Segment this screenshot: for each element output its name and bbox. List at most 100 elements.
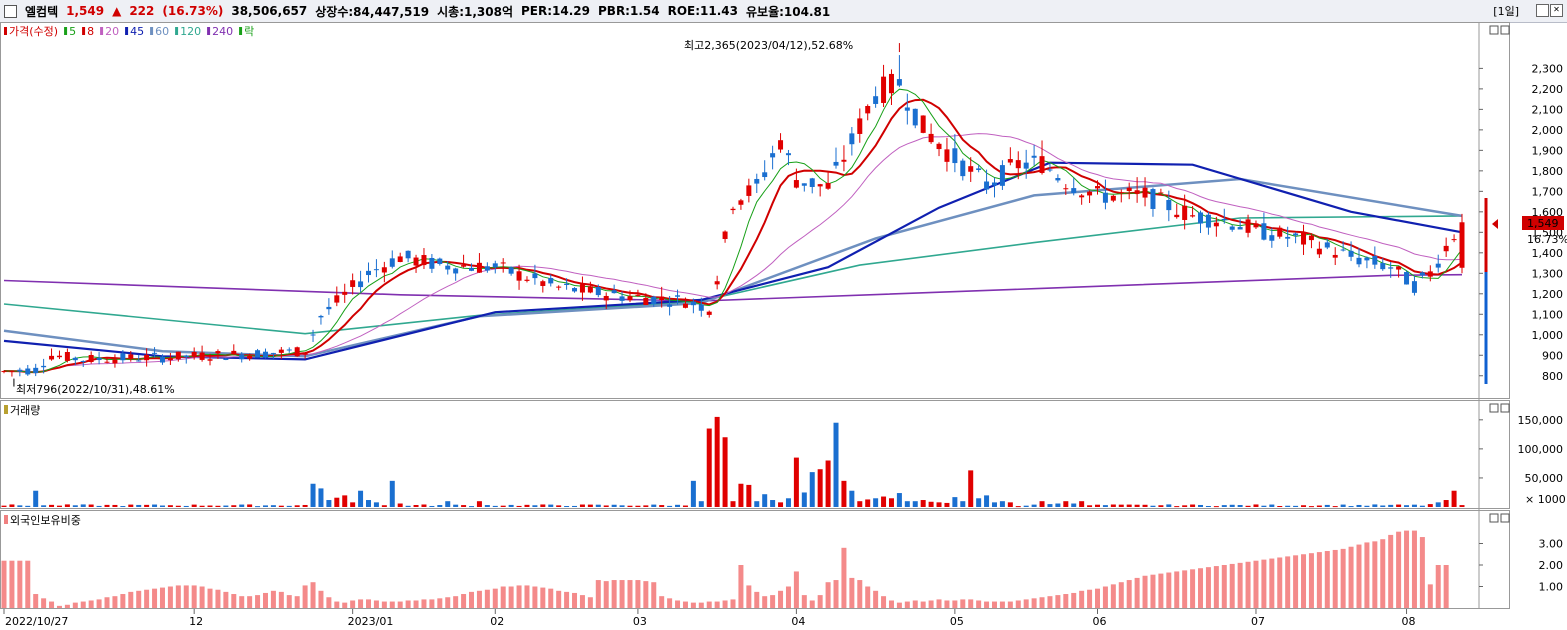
ma-45-line [3, 161, 1463, 361]
volume-bar [635, 505, 641, 507]
foreign-ratio-bar [1308, 553, 1314, 608]
foreign-ratio-bar [587, 597, 593, 608]
candle-body [960, 160, 966, 177]
volume-bar [540, 504, 546, 507]
foreign-ratio-bar [286, 595, 292, 608]
volume-bar [984, 495, 990, 507]
candle-body [358, 281, 364, 288]
volume-bar [738, 483, 744, 507]
price-panel-buttons[interactable] [1489, 25, 1510, 523]
volume-bar [825, 460, 831, 507]
volume-bar [120, 506, 126, 508]
volume-bar [651, 504, 657, 507]
volume-bar [587, 504, 593, 507]
volume-bar [1253, 504, 1259, 507]
stock-name[interactable]: 엘컴텍 [25, 4, 59, 19]
candle-body [896, 79, 902, 86]
foreign-ratio-bar [1134, 577, 1140, 608]
volume-bar [405, 505, 411, 507]
foreign-ratio-bar [1198, 568, 1204, 608]
volume-bar [849, 490, 855, 507]
maximize-icon[interactable] [1536, 4, 1549, 17]
price-tick-label: 2,100 [1532, 103, 1564, 116]
period-selector[interactable]: [1일] [1493, 5, 1519, 18]
candles [1, 43, 1465, 387]
volume-bar [49, 504, 55, 507]
foreign-ratio-bar [366, 599, 371, 608]
foreign-tick-label: 1.00 [1539, 581, 1564, 594]
foreign-ratio-bar [1142, 575, 1148, 608]
listed-shares: 상장수:84,447,519 [315, 4, 430, 19]
foreign-ratio-bar [255, 595, 261, 608]
candle-body [1388, 267, 1394, 269]
foreign-ratio-bar [262, 592, 268, 608]
foreign-ratio-bar [944, 600, 950, 608]
volume-bar [603, 505, 609, 507]
foreign-ratio-bar [793, 571, 799, 608]
volume-bar [231, 505, 237, 507]
reserve-ratio: 유보율:104.81 [746, 4, 831, 19]
foreign-ratio-bar [912, 600, 918, 608]
header-bar: 엘컴텍 1,549 ▲ 222 (16.73%) 38,506,657 상장수:… [0, 0, 1567, 23]
legend-item: 20 [105, 25, 119, 38]
candle-body [1443, 245, 1449, 252]
candle-body [255, 350, 261, 358]
foreign-ratio-bar [706, 601, 712, 608]
candle-body [278, 349, 284, 353]
close-icon[interactable]: ✕ [1550, 4, 1563, 17]
foreign-ratio-bar [1055, 595, 1061, 608]
candle-body [1451, 239, 1457, 241]
volume-bar [991, 502, 997, 507]
candle-body [476, 262, 482, 273]
candle-body [833, 161, 839, 166]
foreign-ratio-bar [429, 599, 435, 608]
candle-body [738, 200, 744, 205]
candle-body [611, 290, 617, 294]
legend-marker [82, 27, 86, 35]
volume-bar [1039, 501, 1045, 507]
foreign-ratio-bar [1380, 539, 1386, 608]
candle-body [1, 371, 7, 373]
foreign-ratio-bar [730, 599, 736, 608]
candle-body [920, 115, 926, 133]
candle-body [1411, 281, 1417, 293]
candle-body [437, 258, 443, 264]
volume-bar [136, 504, 142, 507]
volume-bar [1071, 503, 1077, 507]
candle-body [1435, 263, 1441, 268]
foreign-ratio-bar [1166, 572, 1172, 608]
candle-body [445, 265, 451, 270]
volume-bar [33, 490, 39, 507]
date-label: 12 [189, 615, 203, 628]
volume-bar [564, 506, 570, 508]
foreign-ratio-bar [1340, 548, 1346, 608]
legend-item: 45 [130, 25, 144, 38]
foreign-ratio-bar [635, 580, 641, 608]
market-cap: 시총:1,308억 [437, 4, 513, 19]
candle-body [453, 268, 459, 274]
header-checkbox[interactable] [4, 4, 17, 18]
foreign-ratio-bar [1126, 580, 1132, 608]
candle-body [873, 96, 879, 104]
foreign-ratio-bar [1285, 556, 1291, 608]
candle-body [619, 296, 625, 301]
candle-body [706, 311, 712, 315]
candle-body [389, 258, 395, 267]
foreign-title-marker [4, 515, 8, 524]
foreign-ratio-bar [492, 588, 498, 608]
candle-body [159, 356, 165, 363]
volume-bar [223, 505, 229, 507]
foreign-ratio-bar [207, 588, 213, 608]
foreign-ratio-bar [690, 602, 696, 608]
candle-body [72, 357, 78, 361]
foreign-ratio-bar [25, 560, 31, 608]
volume-bar [1007, 502, 1013, 507]
foreign-ratio-bar [849, 577, 855, 608]
foreign-ratio-bar [358, 599, 364, 608]
volume-bar [64, 504, 70, 507]
candle-body [698, 304, 704, 311]
legend-item: 가격(수정) [9, 25, 58, 38]
volume-bar [952, 497, 958, 507]
candle-body [912, 108, 918, 126]
foreign-ratio-bar [167, 586, 173, 608]
